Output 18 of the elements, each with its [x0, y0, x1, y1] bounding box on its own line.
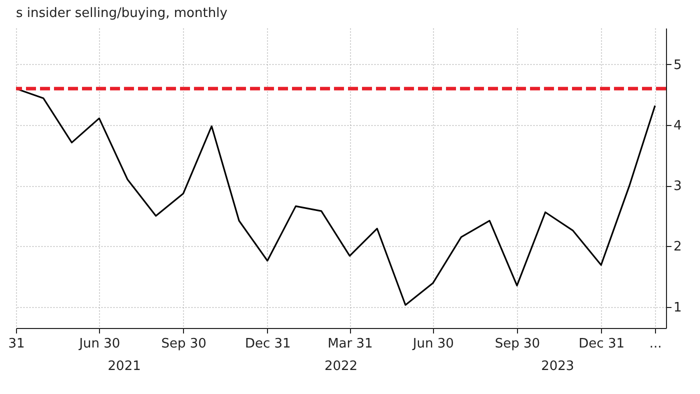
x-tick-label: Jun 30 — [412, 336, 454, 352]
x-tick-label: Jun 30 — [78, 336, 120, 352]
x-tick-label: Sep 30 — [494, 336, 540, 352]
y-tick-label: 4 — [674, 118, 682, 134]
x-tick-label: Mar 31 — [328, 336, 373, 352]
chart-subtitle: s insider selling/buying, monthly — [16, 6, 228, 21]
x-tick-label: Dec 31 — [244, 336, 291, 352]
text: 2021 — [108, 359, 141, 374]
x-tick-label: Dec 31 — [578, 336, 625, 352]
x-tick-label: Sep 30 — [161, 336, 206, 352]
y-tick-label: 3 — [674, 179, 682, 194]
y-tick-label: 2 — [674, 240, 682, 255]
text: 2023 — [541, 359, 574, 374]
text: 2022 — [324, 359, 358, 374]
x-tick-label: 31 — [8, 336, 25, 352]
y-tick-label: 5 — [674, 58, 682, 73]
x-tick-label: ... — [649, 336, 662, 352]
y-tick-label: 1 — [674, 300, 682, 316]
